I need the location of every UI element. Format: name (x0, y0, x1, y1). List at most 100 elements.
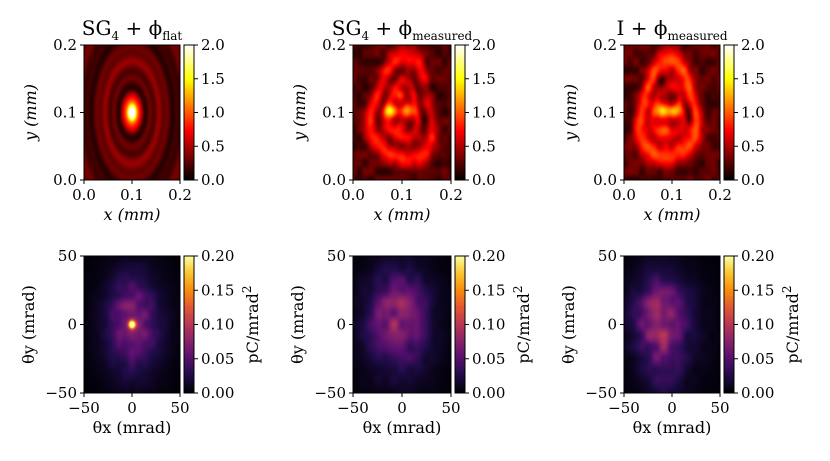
colorbar-tick-label: 0.5 (472, 137, 496, 155)
colorbar (724, 45, 734, 180)
y-tick-label: 0 (67, 316, 77, 334)
colorbar-tick-label: 0.0 (741, 171, 765, 189)
y-tick-label: 0.2 (593, 36, 617, 54)
heatmap-image (624, 256, 720, 393)
x-tick-label: 0.2 (439, 186, 463, 204)
colorbar-tick-label: 1.5 (741, 70, 765, 88)
panel-top-right: 0.0 0.1 0.2 0.0 0.1 0.2 x (mm) y (mm) I + ϕmeasu… (561, 16, 765, 224)
panel-title: SG4 + ϕflat (82, 16, 183, 43)
colorbar-tick-label: 0.0 (472, 171, 496, 189)
colorbar-tick-label: 1.0 (741, 104, 765, 122)
x-axis-label: x (mm) (104, 205, 161, 224)
x-axis-label: θx (mrad) (93, 418, 172, 437)
y-tick-label: 0.1 (322, 104, 346, 122)
colorbar-tick-label: 1.0 (472, 104, 496, 122)
y-tick-label: −50 (45, 384, 77, 402)
y-tick-label: 0.2 (322, 36, 346, 54)
colorbar-tick-label: 0.10 (741, 316, 774, 334)
colorbar-label: pC/mrad2 (240, 285, 262, 363)
y-tick-label: 0.1 (593, 104, 617, 122)
colorbar-tick-label: 0.15 (201, 281, 234, 299)
x-tick-label: 0.2 (168, 186, 192, 204)
colorbar-tick-label: 0.10 (472, 316, 505, 334)
colorbar-tick-label: 0.10 (201, 316, 234, 334)
y-tick-label: 0.1 (53, 104, 77, 122)
y-tick-label: −50 (314, 384, 346, 402)
x-axis-label: x (mm) (644, 205, 701, 224)
x-tick-label: 0.1 (120, 186, 144, 204)
y-tick-label: 0 (336, 316, 346, 334)
panel-title: SG4 + ϕmeasured (332, 16, 473, 43)
y-axis-label: y (mm) (21, 84, 40, 142)
colorbar-tick-label: 0.15 (472, 281, 505, 299)
heatmap-image (84, 256, 180, 393)
colorbar-tick-label: 0.00 (472, 384, 505, 402)
x-axis-label: x (mm) (374, 205, 431, 224)
colorbar-tick-label: 2.0 (741, 36, 765, 54)
colorbar-label: pC/mrad2 (511, 285, 533, 363)
x-tick-label: 0.0 (72, 186, 96, 204)
y-tick-label: 50 (327, 247, 346, 265)
heatmap-image (84, 45, 180, 180)
x-axis-label: θx (mrad) (633, 418, 712, 437)
x-tick-label: 0.2 (708, 186, 732, 204)
panel-top-left: 0.0 0.1 0.2 0.0 0.1 0.2 x (mm) y (mm) SG4 + ϕfla… (21, 16, 225, 224)
x-tick-label: 0 (397, 399, 407, 417)
y-tick-label: 50 (598, 247, 617, 265)
colorbar-tick-label: 0.5 (201, 137, 225, 155)
x-tick-label: 0 (127, 399, 137, 417)
heatmap-image (353, 256, 451, 393)
colorbar-tick-label: 0.15 (741, 281, 774, 299)
colorbar-tick-label: 1.5 (472, 70, 496, 88)
y-tick-label: 0.0 (322, 171, 346, 189)
x-tick-label: −50 (337, 399, 369, 417)
x-tick-label: 50 (710, 399, 729, 417)
x-tick-label: −50 (68, 399, 100, 417)
colorbar (724, 256, 734, 393)
colorbar-tick-label: 2.0 (201, 36, 225, 54)
colorbar-tick-label: 0.00 (201, 384, 234, 402)
x-tick-label: −50 (608, 399, 640, 417)
heatmap-image (353, 45, 451, 180)
y-tick-label: 0.0 (53, 171, 77, 189)
panel-title: I + ϕmeasured (616, 16, 727, 43)
colorbar-tick-label: 0.20 (201, 247, 234, 265)
colorbar-label: pC/mrad2 (780, 285, 802, 363)
colorbar (184, 45, 194, 180)
colorbar-tick-label: 0.05 (741, 350, 774, 368)
x-tick-label: 0.1 (390, 186, 414, 204)
colorbar-tick-label: 1.0 (201, 104, 225, 122)
y-tick-label: 0.0 (593, 171, 617, 189)
colorbar-tick-label: 0.5 (741, 137, 765, 155)
panel-top-middle: 0.0 0.1 0.2 0.0 0.1 0.2 x (mm) y (mm) SG4 + ϕmea… (290, 16, 496, 224)
y-axis-label: θy (mrad) (19, 285, 38, 364)
y-tick-label: 0 (607, 316, 617, 334)
colorbar-tick-label: 0.05 (472, 350, 505, 368)
colorbar-tick-label: 0.20 (741, 247, 774, 265)
colorbar (184, 256, 194, 393)
y-tick-label: 0.2 (53, 36, 77, 54)
colorbar (455, 256, 465, 393)
colorbar-tick-label: 0.20 (472, 247, 505, 265)
colorbar-tick-label: 0.0 (201, 171, 225, 189)
y-axis-label: y (mm) (290, 84, 309, 142)
x-tick-label: 50 (441, 399, 460, 417)
y-tick-label: −50 (585, 384, 617, 402)
colorbar (455, 45, 465, 180)
heatmap-image (624, 45, 720, 180)
colorbar-tick-label: 0.05 (201, 350, 234, 368)
y-axis-label: θy (mrad) (559, 285, 578, 364)
colorbar-tick-label: 1.5 (201, 70, 225, 88)
x-tick-label: 0.0 (612, 186, 636, 204)
x-axis-label: θx (mrad) (363, 418, 442, 437)
colorbar-tick-label: 0.00 (741, 384, 774, 402)
colorbar-tick-label: 2.0 (472, 36, 496, 54)
x-tick-label: 0.0 (341, 186, 365, 204)
x-tick-label: 50 (170, 399, 189, 417)
y-axis-label: θy (mrad) (288, 285, 307, 364)
y-tick-label: 50 (58, 247, 77, 265)
